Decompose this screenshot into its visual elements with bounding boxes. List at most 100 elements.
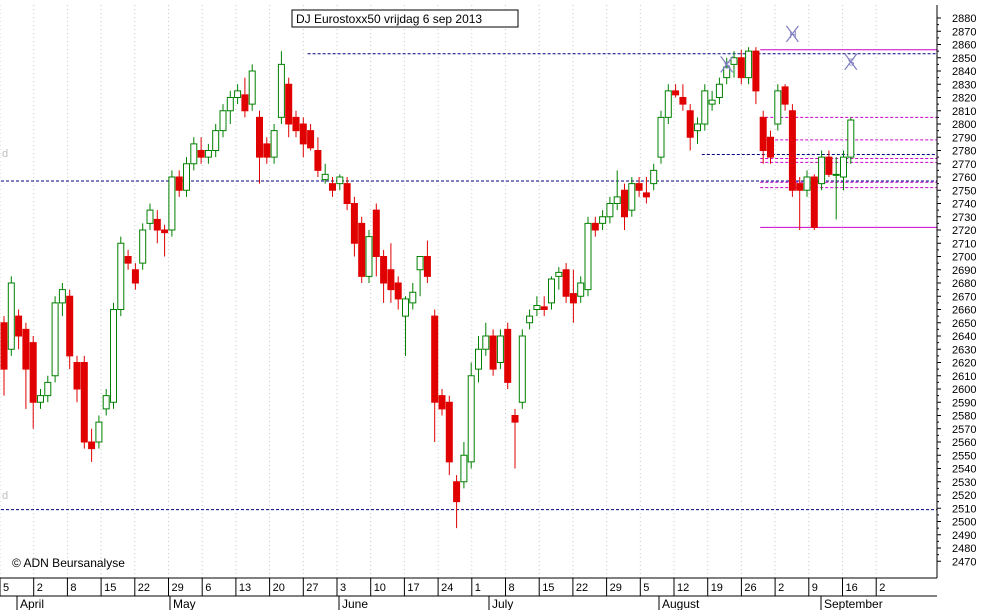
candle-body-down (263, 143, 271, 158)
candle-body-down (686, 110, 694, 138)
month-label: May (173, 597, 196, 610)
candle-body-up (723, 66, 731, 79)
candle-body-up (51, 302, 59, 377)
candle-body-down (372, 209, 380, 257)
candle-body-down (29, 342, 37, 403)
reference-lines (1, 49, 937, 511)
y-tick-label: 2470 (952, 556, 976, 568)
y-tick-label: 2730 (952, 212, 976, 224)
candle-body-up (818, 156, 826, 185)
y-tick-label: 2640 (952, 331, 976, 343)
candle-body-down (314, 150, 322, 171)
candle-body-up (95, 421, 103, 443)
candle-body-down (175, 176, 183, 191)
candle-body-down (73, 362, 81, 390)
candle-body-up (248, 70, 256, 105)
candle-body-up (219, 110, 227, 132)
candle-body-down (737, 57, 745, 79)
y-tick-label: 2830 (952, 79, 976, 91)
candle-body-up (270, 130, 278, 158)
pattern-marker-label: H (789, 30, 796, 41)
candle-body-up (117, 242, 125, 310)
x-tick-label: 27 (306, 582, 318, 594)
candle-body-up (183, 163, 190, 191)
x-tick-label: 2 (879, 582, 885, 594)
grid-layer (0, 5, 877, 578)
pattern-marker-label: S (724, 60, 731, 71)
candle-body-down (15, 315, 23, 337)
candle-body-down (80, 362, 88, 443)
candle-body-down (504, 328, 512, 383)
candle-body-up (110, 309, 117, 403)
candle-body-up (146, 209, 154, 224)
x-tick-label: 5 (643, 582, 649, 594)
candle-body-down (767, 136, 774, 158)
candle-body-up (650, 169, 658, 185)
candle-body-up (277, 63, 285, 118)
candle-body-up (416, 256, 424, 271)
x-tick-label: 29 (610, 582, 622, 594)
y-tick-label: 2850 (952, 53, 976, 65)
x-tick-label: 8 (70, 582, 76, 594)
y-tick-label: 2680 (952, 278, 976, 290)
candle-body-up (745, 50, 753, 79)
candle-body-up (533, 305, 541, 310)
candle-body-up (467, 375, 475, 463)
x-tick-label: 15 (542, 582, 554, 594)
candle-body-down (562, 269, 570, 297)
candle-body-down (0, 322, 8, 370)
month-label: August (662, 597, 700, 610)
candle-body-down (329, 183, 336, 191)
candle-body-down (292, 116, 300, 132)
y-tick-label: 2650 (952, 318, 976, 330)
x-tick-label: 15 (104, 582, 116, 594)
candle-body-up (190, 143, 198, 165)
y-tick-label: 2480 (952, 543, 976, 555)
candle-body-up (606, 203, 614, 218)
candle-body-down (153, 218, 161, 231)
candle-body-up (555, 271, 563, 277)
y-tick-label: 2620 (952, 358, 976, 370)
y-tick-label: 2710 (952, 238, 976, 250)
candle-body-down (635, 183, 643, 191)
candle-body-down (438, 395, 446, 410)
y-tick-label: 2820 (952, 93, 976, 105)
candle-body-down (256, 116, 263, 158)
side-mark: d (2, 148, 8, 160)
candle-body-down (781, 86, 789, 105)
candle-body-down (431, 315, 439, 403)
candle-body-up (730, 57, 738, 65)
candle-body-down (788, 110, 796, 191)
candle-body-down (423, 256, 431, 277)
y-tick-label: 2530 (952, 477, 976, 489)
candle-body-up (664, 90, 672, 118)
y-tick-label: 2690 (952, 265, 976, 277)
x-tick-label: 12 (677, 582, 689, 594)
y-tick-label: 2570 (952, 424, 976, 436)
y-tick-label: 2870 (952, 26, 976, 38)
y-tick-label: 2520 (952, 490, 976, 502)
candle-body-up (58, 289, 66, 304)
y-tick-label: 2750 (952, 185, 976, 197)
candle-body-down (387, 269, 395, 291)
y-tick-label: 2700 (952, 252, 976, 264)
y-tick-label: 2490 (952, 530, 976, 542)
candle-body-up (336, 176, 344, 185)
candle-body-up (482, 335, 490, 350)
y-tick-label: 2740 (952, 199, 976, 211)
candle-body-down (796, 183, 804, 191)
y-tick-label: 2790 (952, 132, 976, 144)
candle-body-up (496, 335, 504, 363)
candle-body-up (526, 315, 534, 324)
y-tick-label: 2590 (952, 397, 976, 409)
pattern-marker-cross (720, 56, 734, 73)
candle-body-down (394, 282, 402, 300)
candle-body-up (7, 282, 15, 350)
candle-body-up (37, 395, 44, 403)
candle-body-down (131, 269, 139, 284)
candle-body-down (197, 150, 205, 158)
candle-body-down (22, 328, 30, 370)
candle-body-down (380, 256, 388, 284)
